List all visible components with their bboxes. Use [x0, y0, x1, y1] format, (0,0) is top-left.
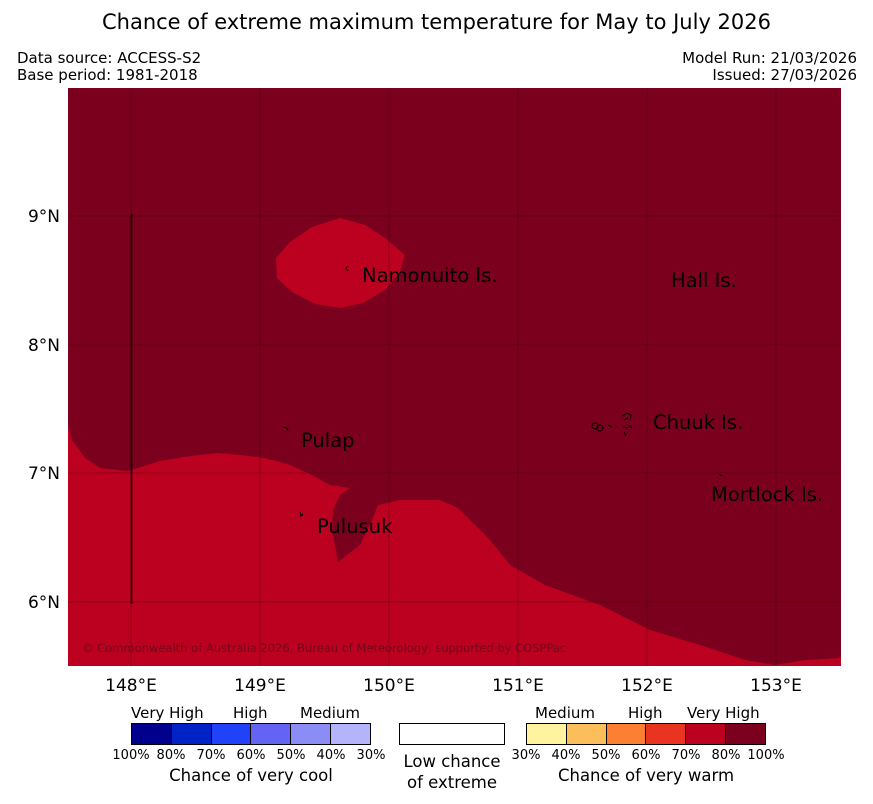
lon-tick-label: 151°E: [492, 676, 544, 696]
lat-tick-label: 7°N: [28, 464, 60, 484]
low-chance-swatch: [399, 723, 505, 745]
cool-color-bar: [131, 723, 371, 745]
lon-tick-label: 148°E: [105, 676, 157, 696]
warm-tick-label: 50%: [591, 748, 621, 763]
cool-tick-label: 30%: [356, 748, 386, 763]
cool-header-very-high: Very High: [131, 704, 204, 722]
cool-header-medium: Medium: [300, 704, 360, 722]
cool-tick-label: 80%: [156, 748, 186, 763]
warm-tick-label: 80%: [711, 748, 741, 763]
warm-header-very-high: Very High: [687, 704, 760, 722]
cool-tick-label: 50%: [276, 748, 306, 763]
issued-date: Issued: 27/03/2026: [712, 66, 857, 84]
gridlines: [68, 88, 841, 666]
warm-swatch: [725, 724, 765, 744]
longitude-axis: 148°E 149°E 150°E 151°E 152°E 153°E: [105, 676, 802, 696]
copyright-watermark: © Commonwealth of Australia 2026, Bureau…: [82, 641, 566, 655]
model-run: Model Run: 21/03/2026: [682, 49, 857, 67]
cool-tick-label: 40%: [316, 748, 346, 763]
warm-swatch: [565, 724, 606, 744]
warm-color-bar: [526, 723, 766, 745]
lon-tick-label: 152°E: [621, 676, 673, 696]
low-chance-label-line1: Low chance: [403, 752, 501, 771]
place-label-mortlock: Mortlock Is.: [711, 483, 823, 506]
lat-tick-label: 6°N: [28, 593, 60, 613]
cool-tick-label: 60%: [236, 748, 266, 763]
cool-legend-title: Chance of very cool: [169, 766, 333, 785]
data-source: Data source: ACCESS-S2: [17, 49, 202, 67]
low-chance-label-line2: of extreme: [406, 773, 498, 792]
place-label-pulusuk: Pulusuk: [317, 515, 393, 538]
warm-swatch: [527, 724, 566, 744]
cool-tick-label: 70%: [196, 748, 226, 763]
warm-tick-label: 60%: [631, 748, 661, 763]
cool-swatch: [210, 724, 251, 744]
lat-tick-label: 8°N: [28, 336, 60, 356]
lon-tick-label: 149°E: [234, 676, 286, 696]
lon-tick-label: 153°E: [750, 676, 802, 696]
cool-header-high: High: [233, 704, 268, 722]
cool-swatch: [330, 724, 370, 744]
place-label-namonuito: Namonuito Is.: [362, 264, 497, 287]
warm-tick-label: 70%: [671, 748, 701, 763]
warm-header-high: High: [628, 704, 663, 722]
warm-swatch: [645, 724, 686, 744]
cool-swatch: [170, 724, 211, 744]
place-label-pulap: Pulap: [301, 429, 355, 452]
warm-legend-title: Chance of very warm: [557, 766, 735, 785]
cool-swatch: [250, 724, 291, 744]
latitude-axis: 9°N 8°N 7°N 6°N: [28, 207, 60, 613]
cool-swatch: [132, 724, 171, 744]
warm-tick-label: 100%: [747, 748, 785, 763]
warm-header-medium: Medium: [535, 704, 595, 722]
place-label-hall: Hall Is.: [671, 269, 737, 292]
warm-tick-label: 30%: [511, 748, 541, 763]
island-outlines: [282, 265, 723, 517]
lat-tick-label: 9°N: [28, 207, 60, 227]
high-warm-region: [276, 218, 405, 308]
cool-tick-label: 100%: [112, 748, 150, 763]
place-label-chuuk: Chuuk Is.: [653, 411, 743, 434]
map-title: Chance of extreme maximum temperature fo…: [101, 10, 771, 34]
cool-swatch: [290, 724, 331, 744]
warm-tick-label: 40%: [551, 748, 581, 763]
warm-swatch: [685, 724, 726, 744]
high-warm-region: [68, 425, 841, 666]
lon-tick-label: 150°E: [363, 676, 415, 696]
base-period: Base period: 1981-2018: [17, 66, 198, 84]
warm-swatch: [605, 724, 646, 744]
